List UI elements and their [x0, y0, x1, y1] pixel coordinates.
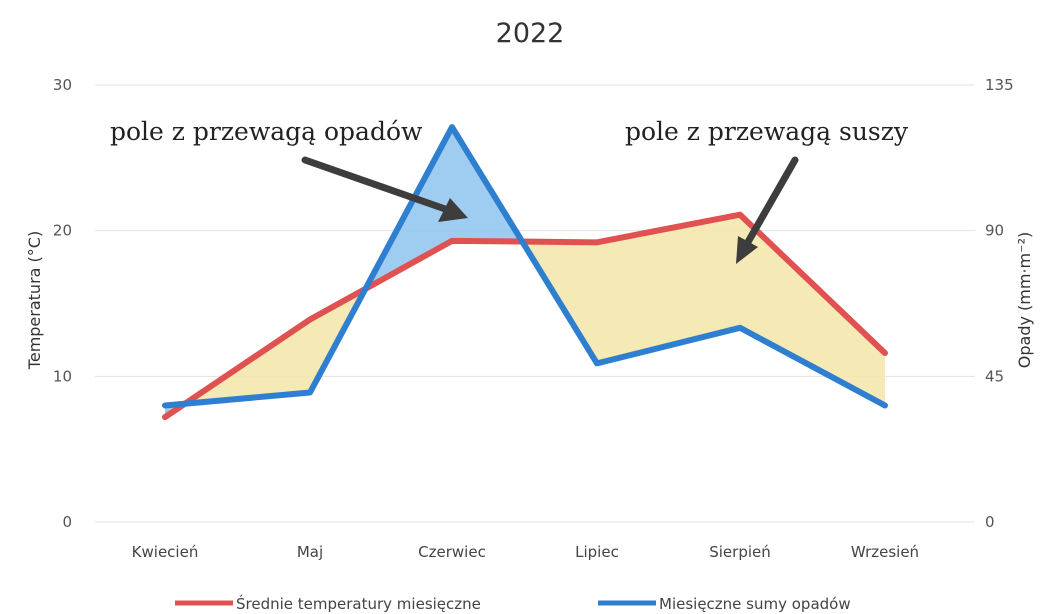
arrow-rain [301, 156, 468, 222]
precipitation-point [884, 404, 886, 406]
x-axis-categories: Kwiecień Maj Czerwiec Lipiec Sierpień Wrzesie… [132, 543, 919, 561]
precipitation-point [309, 392, 311, 394]
x-tick-label: Kwiecień [132, 543, 199, 561]
x-tick-label: Sierpień [709, 543, 771, 561]
temperature-point [309, 319, 311, 321]
gridlines [95, 84, 975, 523]
y-right-tick-label: 135 [985, 76, 1014, 94]
y-right-tick-label: 0 [985, 513, 995, 531]
temperature-point [451, 240, 453, 242]
precipitation-point [739, 327, 741, 329]
temperature-point [164, 416, 166, 418]
x-tick-label: Czerwiec [418, 543, 486, 561]
precipitation-point [164, 404, 166, 406]
annotations: pole z przewagą opadów pole z przewagą s… [110, 117, 909, 264]
legend-label-temperature: Średnie temperatury miesięczne [236, 594, 481, 613]
y-left-axis-label: Temperatura (°C) [25, 231, 44, 370]
legend: Średnie temperatury miesięczne Miesięczn… [175, 594, 851, 613]
legend-label-precipitation: Miesięczne sumy opadów [659, 595, 851, 613]
annotation-rain: pole z przewagą opadów [110, 117, 423, 146]
x-tick-label: Maj [297, 543, 323, 561]
y-left-tick-label: 10 [53, 367, 72, 385]
arrow-drought [736, 156, 799, 264]
y-right-axis-label: Opady (mm·m⁻²) [1015, 232, 1034, 368]
precipitation-line [162, 124, 888, 409]
y-right-tick-label: 45 [985, 367, 1004, 385]
left-axis-ticks: 0 10 20 30 [53, 76, 72, 531]
y-left-tick-label: 20 [53, 222, 72, 240]
chart-title: 2022 [496, 18, 565, 49]
temperature-point [596, 241, 598, 243]
right-axis-ticks: 0 45 90 135 [985, 76, 1014, 531]
y-left-tick-label: 0 [62, 513, 72, 531]
temperature-point [739, 214, 741, 216]
annotation-drought: pole z przewagą suszy [625, 117, 909, 146]
x-tick-label: Lipiec [575, 543, 619, 561]
fill-areas [165, 127, 885, 418]
y-left-tick-label: 30 [53, 76, 72, 94]
x-tick-label: Wrzesień [851, 543, 919, 561]
temperature-point [884, 352, 886, 354]
y-right-tick-label: 90 [985, 222, 1004, 240]
precipitation-point [596, 362, 598, 364]
series-lines [162, 124, 888, 421]
precipitation-point [451, 126, 453, 128]
